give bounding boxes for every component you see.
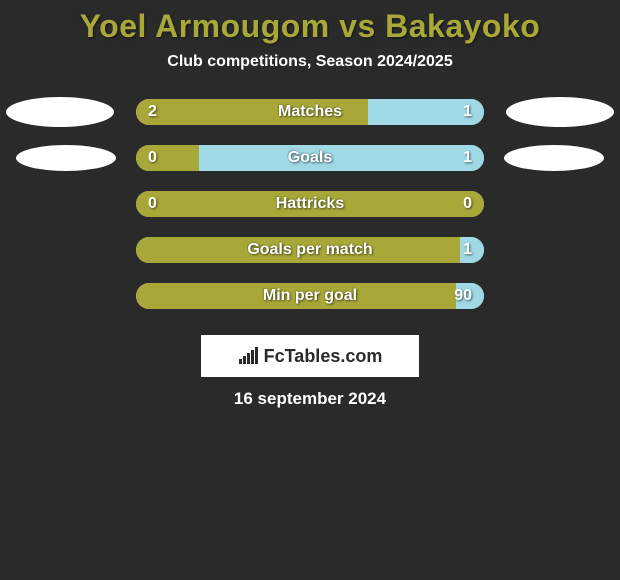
bar-left-segment (136, 237, 460, 263)
bar-left-segment (136, 191, 484, 217)
bar-track (136, 145, 484, 171)
bar-value-right: 1 (463, 145, 472, 171)
bar-value-left: 0 (148, 191, 157, 217)
logo: FcTables.com (238, 346, 383, 367)
player-right-ellipse (504, 145, 604, 171)
bar-value-left: 0 (148, 145, 157, 171)
logo-box[interactable]: FcTables.com (201, 335, 419, 377)
bar-value-right: 1 (463, 99, 472, 125)
player-right-ellipse (506, 97, 614, 127)
bar-track (136, 283, 484, 309)
bar-row: Goals01 (0, 145, 620, 191)
comparison-widget: Yoel Armougom vs Bakayoko Club competiti… (0, 0, 620, 409)
player-left-ellipse (16, 145, 116, 171)
bars-area: Matches21Goals01Hattricks00Goals per mat… (0, 99, 620, 329)
bar-row: Matches21 (0, 99, 620, 145)
subtitle: Club competitions, Season 2024/2025 (0, 53, 620, 71)
bar-track (136, 191, 484, 217)
player-left-ellipse (6, 97, 114, 127)
bar-value-right: 90 (454, 283, 472, 309)
bar-row: Min per goal90 (0, 283, 620, 329)
bar-left-segment (136, 283, 456, 309)
bar-right-segment (199, 145, 484, 171)
bar-left-segment (136, 99, 368, 125)
bar-left-segment (136, 145, 199, 171)
bar-track (136, 237, 484, 263)
bar-row: Goals per match1 (0, 237, 620, 283)
bar-row: Hattricks00 (0, 191, 620, 237)
bar-track (136, 99, 484, 125)
date-text: 16 september 2024 (0, 389, 620, 409)
logo-text: FcTables.com (264, 346, 383, 367)
page-title: Yoel Armougom vs Bakayoko (0, 8, 620, 45)
bar-value-right: 0 (463, 191, 472, 217)
bar-value-left: 2 (148, 99, 157, 125)
bar-value-right: 1 (463, 237, 472, 263)
bars-icon (238, 347, 260, 365)
